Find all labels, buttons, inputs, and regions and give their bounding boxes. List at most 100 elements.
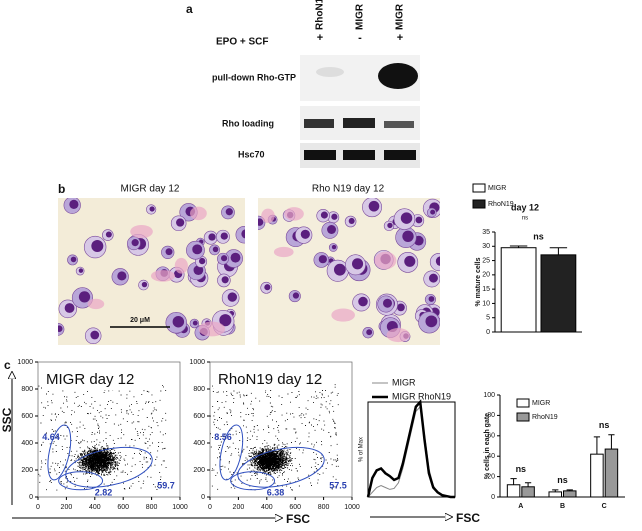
nucleus <box>415 216 423 224</box>
gate <box>219 424 244 481</box>
y-tick-label: 1000 <box>17 359 33 366</box>
y-tick-label: 0 <box>201 494 205 501</box>
x-tick-label: 600 <box>117 504 129 511</box>
nucleus <box>331 213 338 220</box>
error-bar <box>549 247 568 255</box>
y-tick-label: 400 <box>193 440 205 447</box>
nucleus <box>351 258 364 270</box>
legend-swatch <box>472 199 486 209</box>
y-tick-label: 600 <box>193 413 205 420</box>
error-bar <box>593 436 601 455</box>
annotation: ns <box>599 420 610 430</box>
error-bar <box>566 489 573 491</box>
x-tick-label: 200 <box>61 504 73 511</box>
lane-label: RhoN19 <box>315 0 326 30</box>
nucleus <box>333 263 346 276</box>
chart-title: RhoN19 day 12 <box>218 371 322 388</box>
y-tick-label: 100 <box>483 392 495 399</box>
nucleus <box>320 211 328 219</box>
y-tick-label: 25 <box>482 257 490 264</box>
blot-label: pull-down Rho-GTP <box>212 72 296 82</box>
nucleus <box>199 257 206 265</box>
gate <box>47 424 72 481</box>
y-tick-label: 5 <box>486 315 490 322</box>
lane-sign: - <box>358 32 362 44</box>
lane-label: MIGR <box>395 3 406 30</box>
legend-label: MIGR RhoN19 <box>392 391 451 401</box>
nucleus <box>402 230 414 242</box>
nucleus <box>430 209 436 215</box>
nucleus <box>382 298 392 308</box>
y-tick-label: 80 <box>487 412 495 419</box>
nucleus <box>300 229 310 239</box>
x-tick-label: 1000 <box>344 504 360 511</box>
y-axis-label: % mature cells <box>475 257 482 306</box>
y-tick-label: 0 <box>486 329 490 336</box>
bar <box>506 484 521 498</box>
nucleus <box>165 248 173 256</box>
nucleus <box>172 315 185 328</box>
title-bg <box>42 368 162 390</box>
legend-swatch <box>516 398 530 408</box>
event-texture <box>210 381 339 491</box>
error-bar <box>608 434 615 450</box>
x-tick-label: 400 <box>261 504 273 511</box>
axis-label: FSC <box>456 511 480 525</box>
x-tick-label: 1000 <box>172 504 188 511</box>
debris <box>87 298 105 310</box>
gate-value: 8.56 <box>214 432 232 442</box>
gate-value: 59.7 <box>157 481 175 491</box>
nucleus <box>230 252 241 263</box>
nucleus <box>368 200 380 212</box>
blot-label: Rho loading <box>222 118 274 128</box>
debris <box>190 206 207 221</box>
x-tick-label: C <box>602 503 607 510</box>
nucleus <box>149 206 155 212</box>
nucleus <box>90 330 100 340</box>
debris <box>174 257 188 274</box>
x-tick-label: 800 <box>318 504 330 511</box>
debris <box>273 246 294 258</box>
nucleus <box>105 231 112 238</box>
lane-label: MIGR <box>355 3 366 30</box>
debris <box>331 308 355 322</box>
nucleus <box>425 315 438 328</box>
gate-value: 4.64 <box>42 432 60 442</box>
axis-label: FSC <box>286 512 310 526</box>
nucleus <box>428 273 438 283</box>
nucleus <box>428 296 435 302</box>
chart-title: MIGR day 12 <box>46 371 134 388</box>
y-tick-label: 40 <box>487 453 495 460</box>
y-tick-label: 200 <box>193 467 205 474</box>
y-tick-label: 800 <box>193 386 205 393</box>
y-tick-label: 200 <box>21 467 33 474</box>
bar <box>521 486 535 498</box>
panel-label: a <box>186 2 193 16</box>
nucleus <box>404 255 416 267</box>
blot-band <box>378 63 418 89</box>
nucleus <box>241 229 245 239</box>
legend-label: MIGR <box>532 400 550 407</box>
blot-band <box>384 150 416 160</box>
debris <box>150 270 176 282</box>
nucleus <box>327 225 336 234</box>
debris <box>374 251 397 270</box>
legend-swatch <box>516 412 530 422</box>
y-tick-label: 0 <box>491 494 495 501</box>
gate <box>237 446 325 488</box>
legend-label: RhoN19 <box>532 414 558 421</box>
nucleus <box>78 291 91 303</box>
legend-label: MIGR <box>488 185 506 192</box>
debris <box>284 207 304 221</box>
panel-label: c <box>4 358 11 372</box>
y-tick-label: 30 <box>482 243 490 250</box>
x-tick-label: 600 <box>289 504 301 511</box>
annotation: ns <box>533 231 544 241</box>
nucleus <box>292 292 300 299</box>
nucleus <box>435 256 440 266</box>
plot-frame <box>37 361 181 498</box>
plot-frame <box>367 401 456 498</box>
y-tick-label: 400 <box>21 440 33 447</box>
blot-band <box>384 121 414 128</box>
